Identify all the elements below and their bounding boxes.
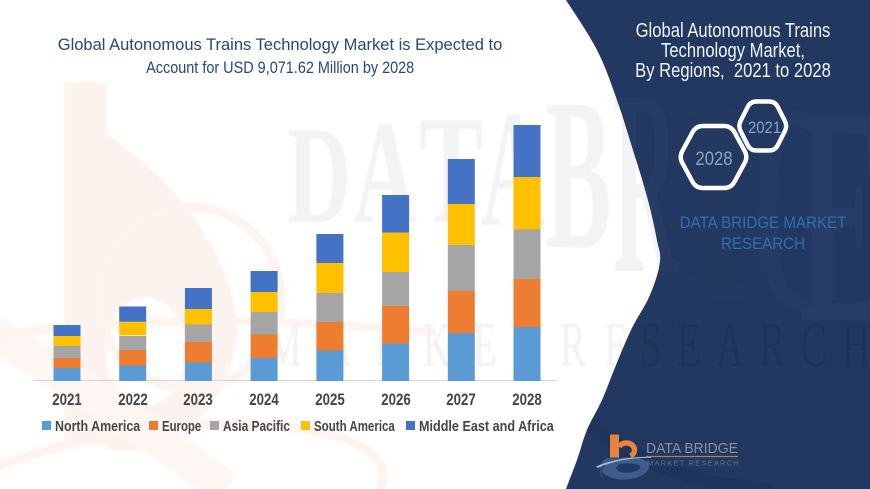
svg-text:2028: 2028 bbox=[695, 148, 732, 169]
svg-text:D: D bbox=[287, 99, 351, 253]
svg-text:I: I bbox=[682, 39, 731, 349]
svg-text:G: G bbox=[752, 42, 845, 374]
svg-text:DATA BRIDGE: DATA BRIDGE bbox=[646, 440, 738, 457]
svg-text:2021: 2021 bbox=[748, 119, 781, 137]
svg-text:SEARCH: SEARCH bbox=[640, 311, 870, 381]
svg-text:E: E bbox=[799, 45, 870, 388]
svg-text:B: B bbox=[545, 53, 612, 295]
svg-text:MARKET RESEARCH: MARKET RESEARCH bbox=[647, 459, 740, 468]
svg-text:D: D bbox=[706, 42, 786, 362]
